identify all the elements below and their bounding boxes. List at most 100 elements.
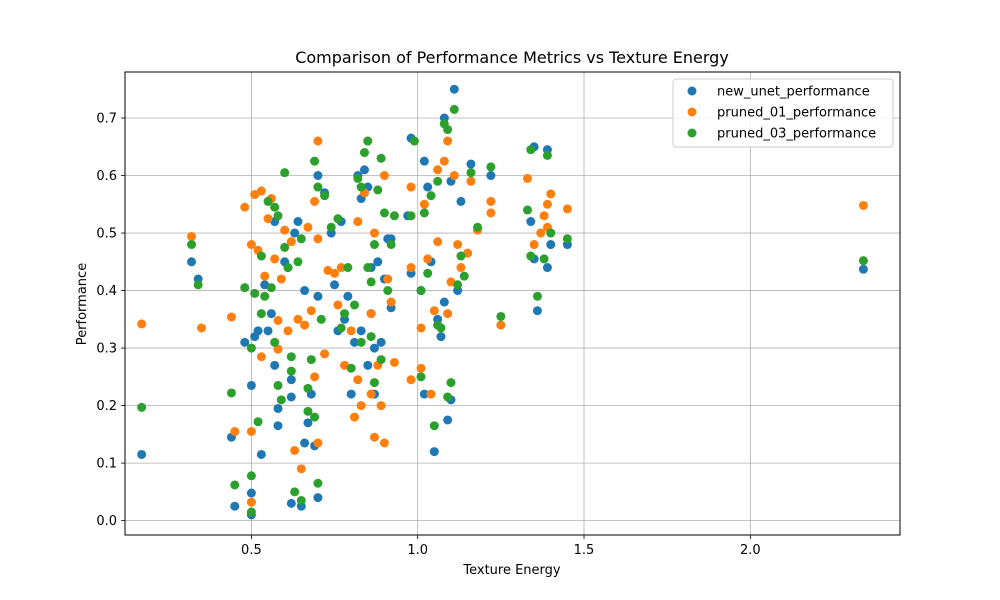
data-point [316, 314, 326, 324]
data-point [260, 291, 270, 301]
legend-label: pruned_03_performance [717, 127, 876, 142]
data-point [340, 309, 350, 319]
data-point [433, 237, 443, 247]
data-point [326, 222, 336, 232]
data-point [350, 337, 360, 347]
data-point [266, 283, 276, 293]
data-point [303, 406, 313, 416]
data-point [353, 217, 363, 227]
y-tick-label: 0.4 [96, 284, 117, 299]
data-point [320, 349, 330, 359]
data-point [426, 191, 436, 201]
data-point [532, 306, 542, 316]
data-point [542, 263, 552, 273]
data-point [246, 488, 256, 498]
x-tick-label: 0.5 [241, 543, 262, 558]
data-point [353, 173, 363, 183]
data-point [449, 104, 459, 114]
data-point [426, 389, 436, 399]
legend-marker [687, 86, 697, 96]
data-point [343, 291, 353, 301]
data-point [273, 344, 283, 354]
legend-marker [687, 128, 697, 138]
data-point [366, 309, 376, 319]
data-points [137, 84, 868, 520]
x-tick-label: 1.0 [407, 543, 428, 558]
data-point [137, 402, 147, 412]
data-point [187, 257, 197, 267]
x-tick-label: 2.0 [740, 543, 761, 558]
data-point [416, 286, 426, 296]
data-point [433, 176, 443, 186]
data-point [363, 136, 373, 146]
legend: new_unet_performance pruned_01_performanc… [672, 78, 894, 148]
data-point [546, 228, 556, 238]
data-point [286, 366, 296, 376]
data-point [359, 148, 369, 158]
data-point [429, 421, 439, 431]
data-point [266, 309, 276, 319]
data-point [310, 372, 320, 382]
data-point [443, 125, 453, 135]
data-point [283, 263, 293, 273]
data-point [303, 418, 313, 428]
data-point [350, 300, 360, 310]
data-point [230, 501, 240, 511]
data-point [226, 312, 236, 322]
data-point [373, 185, 383, 195]
data-point [246, 471, 256, 481]
data-point [539, 211, 549, 221]
plot-frame [124, 71, 901, 536]
legend-items: new_unet_performance pruned_01_performanc… [687, 85, 876, 142]
data-point [858, 200, 868, 210]
data-point [366, 277, 376, 287]
data-point [356, 326, 366, 336]
data-point [296, 464, 306, 474]
data-point [270, 254, 280, 264]
data-point [369, 240, 379, 250]
data-point [356, 401, 366, 411]
data-point [246, 343, 256, 353]
data-point [250, 288, 260, 298]
data-point [313, 438, 323, 448]
data-point [562, 234, 572, 244]
data-point [386, 297, 396, 307]
data-point [270, 360, 280, 370]
y-tick-label: 0.6 [96, 169, 117, 184]
data-point [187, 240, 197, 250]
data-point [376, 153, 386, 163]
data-point [273, 403, 283, 413]
data-point [466, 159, 476, 169]
data-point [290, 445, 300, 455]
data-point [369, 432, 379, 442]
data-point [383, 274, 393, 284]
data-point [379, 171, 389, 181]
data-point [356, 337, 366, 347]
data-point [313, 182, 323, 192]
data-point [270, 337, 280, 347]
data-point [336, 323, 346, 333]
data-point [253, 326, 263, 336]
data-point [263, 196, 273, 206]
x-axis-label: Texture Energy [462, 563, 561, 578]
data-point [369, 228, 379, 238]
data-point [280, 168, 290, 178]
data-point [230, 480, 240, 490]
data-point [446, 378, 456, 388]
x-axis-ticks: 0.5 1.0 1.5 2.0 [241, 535, 761, 558]
y-axis-ticks: 0.0 0.1 0.2 0.3 0.4 0.5 0.6 0.7 [96, 112, 125, 529]
data-point [273, 315, 283, 325]
data-point [539, 254, 549, 264]
data-point [379, 208, 389, 218]
data-point [310, 412, 320, 422]
data-point [369, 343, 379, 353]
data-point [449, 84, 459, 94]
data-point [389, 357, 399, 367]
data-point [386, 240, 396, 250]
data-point [286, 375, 296, 385]
data-point [293, 257, 303, 267]
data-point [230, 426, 240, 436]
data-point [473, 222, 483, 232]
data-point [406, 182, 416, 192]
data-point [562, 204, 572, 214]
